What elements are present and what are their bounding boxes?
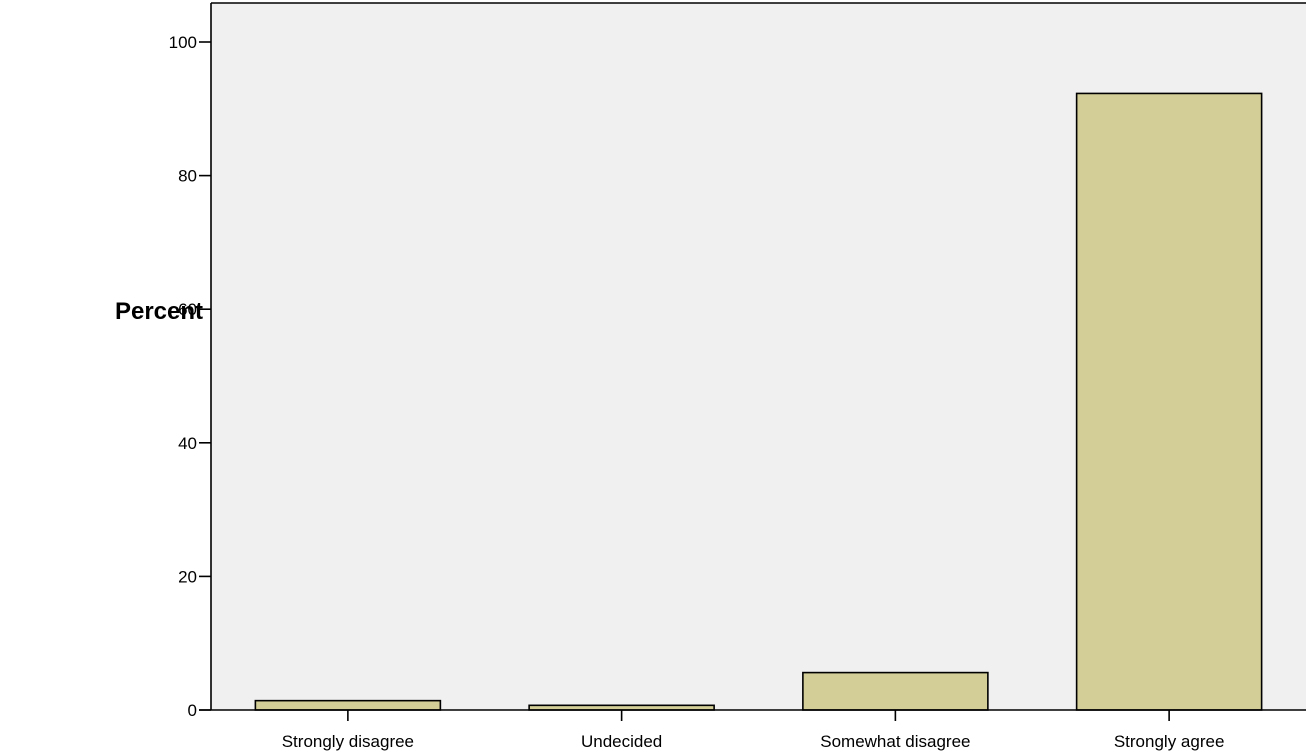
- y-axis-label: Percent: [115, 298, 203, 325]
- y-tick-label: 100: [169, 33, 197, 52]
- y-tick-label: 60: [178, 300, 197, 319]
- x-tick-label: Somewhat disagree: [820, 732, 970, 751]
- bar-3: [802, 671, 989, 711]
- y-tick-label: 40: [178, 434, 197, 453]
- bar-4: [1075, 92, 1263, 711]
- x-tick-label: Strongly agree: [1114, 732, 1225, 751]
- axes-group: [199, 2, 1306, 711]
- x-tick-label: Undecided: [581, 732, 662, 751]
- bar-1: [254, 699, 442, 711]
- bars-group: [254, 92, 1263, 711]
- y-tick-label: 80: [178, 167, 197, 186]
- x-tick-label: Strongly disagree: [282, 732, 414, 751]
- y-tick-label: 20: [178, 567, 197, 586]
- y-tick-label: 0: [188, 701, 197, 720]
- x-ticks-group: Strongly disagree Undecided Somewhat disag…: [282, 710, 1225, 751]
- y-ticks-group: 0 20 40 60 80 100: [169, 33, 211, 720]
